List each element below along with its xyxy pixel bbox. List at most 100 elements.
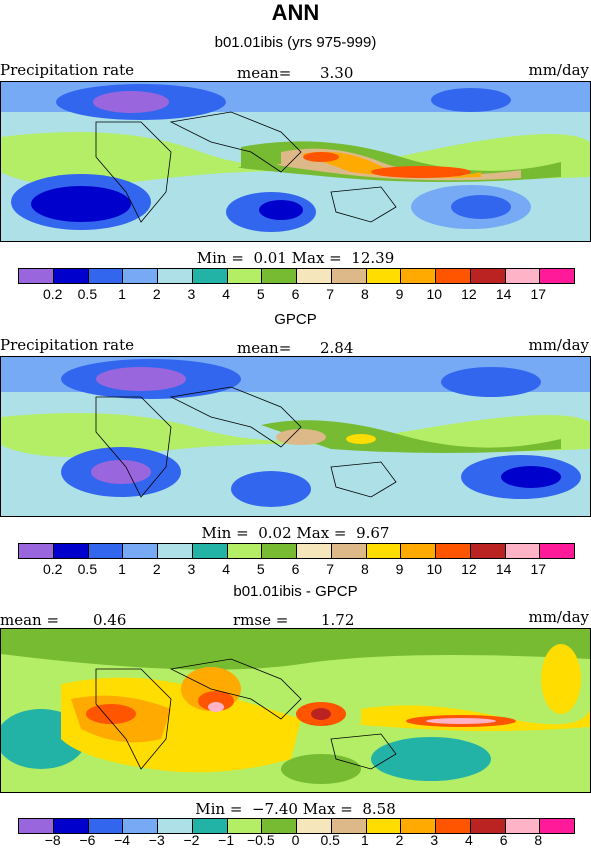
panel-2-header: GPCP [274,311,317,328]
panel-3-mean-value: 0.46 [93,611,127,629]
panel-1-map-svg [1,82,590,241]
colorbar-swatch [53,269,89,283]
colorbar-tick-label: 0.5 [77,561,98,577]
colorbar-swatch [88,269,124,283]
colorbar-tick-label: 17 [530,561,547,577]
colorbar-swatch [436,819,471,833]
colorbar-swatch [88,544,124,558]
colorbar-swatch [262,269,297,283]
panel-2-colorbar [18,543,575,559]
panel-3-map-svg [1,629,590,792]
colorbar-swatch [505,544,541,558]
colorbar-swatch [19,819,54,833]
panel-3-colorbar [18,818,575,834]
colorbar-tick-label: 17 [530,286,547,302]
colorbar-tick-label: 0.2 [42,561,63,577]
colorbar-tick-label: 2 [395,832,404,848]
colorbar-tick-label: 7 [326,286,335,302]
colorbar-tick-label: 4 [222,561,231,577]
colorbar-tick-label: 3 [187,286,196,302]
colorbar-tick-label: −3 [148,832,165,848]
colorbar-tick-label: −4 [114,832,131,848]
colorbar-tick-label: 3 [430,832,439,848]
colorbar-swatch [19,269,54,283]
panel-1-minmax: Min = 0.01 Max = 12.39 [196,249,395,267]
colorbar-tick-label: −1 [218,832,235,848]
panel-3-rmse-value: 1.72 [321,611,355,629]
colorbar-swatch [470,544,506,558]
panel-3-rmse-label: rmse = [233,611,289,629]
panel-1-colorbar [18,268,575,284]
colorbar-swatch [331,544,367,558]
colorbar-swatch [227,819,263,833]
colorbar-tick-label: −8 [44,832,61,848]
colorbar-swatch [19,544,54,558]
panel-1-units: mm/day [528,61,589,79]
colorbar-tick-label: 0.2 [42,286,63,302]
colorbar-tick-label: 9 [395,561,404,577]
colorbar-swatch [297,269,332,283]
colorbar-tick-label: −2 [183,832,200,848]
panel-1-variable-label: Precipitation rate [0,61,135,79]
colorbar-tick-label: 4 [465,832,473,848]
colorbar-swatch [505,819,541,833]
colorbar-swatch [123,269,158,283]
page-title: ANN [271,0,320,25]
colorbar-swatch [262,819,297,833]
colorbar-swatch [53,819,89,833]
panel-2-minmax: Min = 0.02 Max = 9.67 [201,524,390,542]
colorbar-swatch [401,544,436,558]
colorbar-swatch [123,819,158,833]
colorbar-swatch [401,269,436,283]
colorbar-tick-label: 1 [360,832,369,848]
panel-3-units: mm/day [528,608,589,626]
panel-3-colorbar-ticks: −8 −6 −4 −3 −2 −1 −0.5 0 0.5 1 2 3 4 6 8 [0,832,591,848]
colorbar-tick-label: 10 [426,561,443,577]
colorbar-swatch [297,819,332,833]
colorbar-swatch [436,544,471,558]
colorbar-swatch [470,819,506,833]
colorbar-tick-label: 14 [495,286,512,302]
colorbar-tick-label: 12 [461,286,477,302]
panel-2-map-svg [1,357,590,516]
colorbar-tick-label: 5 [256,286,265,302]
panel-2-variable-label: Precipitation rate [0,336,135,354]
colorbar-swatch [227,544,263,558]
colorbar-swatch [436,269,471,283]
panel-2-mean-label: mean= [237,339,292,357]
panel-3-mean-label: mean = [0,611,60,629]
colorbar-swatch [401,819,436,833]
colorbar-tick-label: 3 [187,561,196,577]
colorbar-tick-label: 2 [152,286,161,302]
colorbar-tick-label: 12 [461,561,477,577]
colorbar-tick-label: −6 [79,832,96,848]
colorbar-tick-label: 8 [360,286,369,302]
colorbar-tick-label: 4 [222,286,231,302]
colorbar-tick-label: 8 [534,832,543,848]
colorbar-tick-label: 14 [495,561,512,577]
colorbar-swatch [540,819,574,833]
panel-3-header: b01.01ibis - GPCP [233,583,358,600]
colorbar-swatch [158,544,193,558]
colorbar-swatch [192,269,228,283]
colorbar-tick-label: 8 [360,561,369,577]
colorbar-swatch [53,544,89,558]
colorbar-swatch [331,819,367,833]
colorbar-swatch [123,544,158,558]
colorbar-swatch [366,269,402,283]
colorbar-swatch [540,269,574,283]
colorbar-swatch [470,269,506,283]
colorbar-swatch [227,269,263,283]
colorbar-swatch [192,819,228,833]
colorbar-tick-label: 6 [291,561,300,577]
panel-2-units: mm/day [528,336,589,354]
panel-2-colorbar-ticks: 0.2 0.5 1 2 3 4 5 6 7 8 9 10 12 14 17 [0,561,591,579]
panel-1-mean-label: mean= [237,64,292,82]
panel-1-header: b01.01ibis (yrs 975-999) [214,34,377,51]
colorbar-tick-label: 6 [499,832,508,848]
colorbar-tick-label: 1 [118,286,126,302]
colorbar-tick-label: 9 [395,286,404,302]
colorbar-swatch [540,544,574,558]
colorbar-swatch [366,819,402,833]
panel-1-mean-value: 3.30 [320,64,354,82]
